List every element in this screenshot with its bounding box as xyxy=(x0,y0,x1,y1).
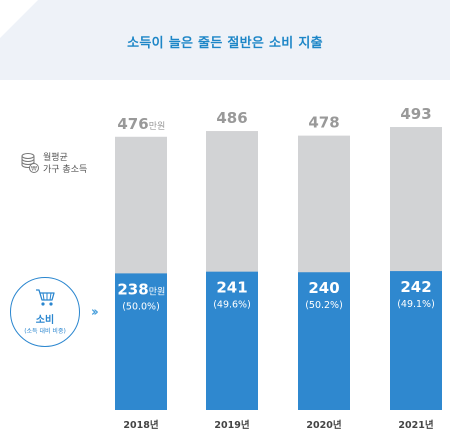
spend-legend: 소비 (소득 대비 비중) xyxy=(10,277,80,347)
spend-bar xyxy=(206,271,258,410)
income-legend: ₩ 월평균 가구 총소득 xyxy=(20,152,87,176)
spend-bar xyxy=(115,273,167,410)
spend-legend-label: 소비 xyxy=(35,315,55,326)
spend-share-label: (50.0%) xyxy=(122,301,160,312)
income-unit-label: 만원 xyxy=(149,121,166,132)
spend-bar xyxy=(298,272,350,410)
spend-bar xyxy=(390,271,442,410)
spend-value-label: 240 xyxy=(308,279,339,297)
category-label: 2018년 xyxy=(123,419,158,431)
spend-share-label: (49.6%) xyxy=(213,300,251,311)
income-legend-line2: 가구 총소득 xyxy=(43,165,88,175)
income-value-label: 486 xyxy=(216,109,247,127)
spend-unit-label: 만원 xyxy=(149,286,166,297)
spend-value-label: 242 xyxy=(400,278,431,296)
title-banner xyxy=(0,0,450,80)
income-value-label: 493 xyxy=(400,105,431,123)
income-value-label: 478 xyxy=(308,114,339,132)
spend-share-label: (49.1%) xyxy=(397,299,435,310)
category-label: 2020년 xyxy=(306,419,341,431)
shopping-cart-icon xyxy=(36,289,55,306)
income-value-label: 476 xyxy=(117,115,148,133)
income-legend-line1: 월평균 xyxy=(43,153,68,163)
banner-fold-corner xyxy=(0,0,38,38)
spend-value-label: 238 xyxy=(117,280,148,298)
category-label: 2021년 xyxy=(398,419,433,431)
coin-stack-icon: ₩ xyxy=(21,153,39,173)
chevron-right-icon: ›› xyxy=(91,305,99,320)
category-label: 2019년 xyxy=(214,419,249,431)
chart-title: 소득이 늘은 줄든 절반은 소비 지출 xyxy=(127,36,323,51)
svg-text:₩: ₩ xyxy=(31,166,37,173)
spend-legend-sub: (소득 대비 비중) xyxy=(24,328,66,335)
spend-value-label: 241 xyxy=(216,279,247,297)
spend-share-label: (50.2%) xyxy=(305,300,343,311)
